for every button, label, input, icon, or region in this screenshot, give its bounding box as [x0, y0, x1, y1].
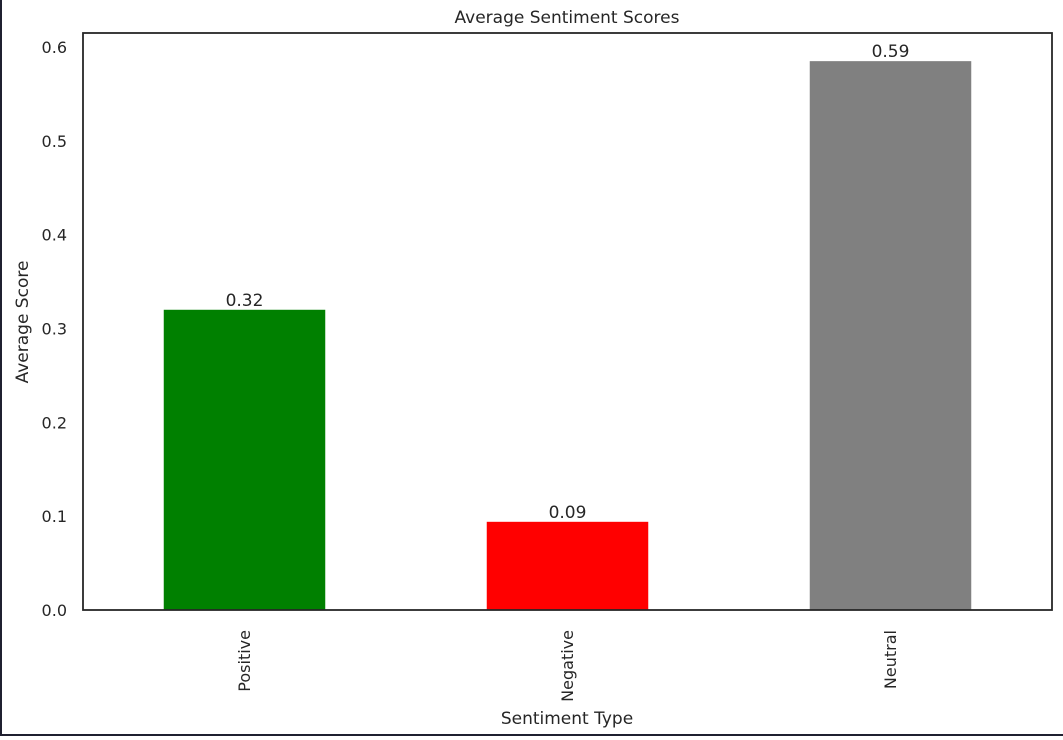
- y-tick-label: 0.0: [42, 601, 67, 620]
- y-tick-label: 0.2: [42, 413, 67, 432]
- y-tick-label: 0.6: [42, 38, 67, 57]
- x-axis-label: Sentiment Type: [501, 709, 633, 729]
- window-bottom-border: [0, 734, 1063, 736]
- bars-group: [163, 61, 972, 610]
- bar-value-label-neutral: 0.59: [872, 42, 910, 62]
- bar-value-label-negative: 0.09: [549, 503, 587, 523]
- y-tick-label: 0.1: [42, 507, 67, 526]
- y-tick-label: 0.4: [42, 226, 67, 245]
- bar-value-label-positive: 0.32: [226, 291, 264, 311]
- y-tick-label: 0.5: [42, 132, 67, 151]
- bar-neutral: [809, 61, 972, 610]
- x-tick-label-negative: Negative: [558, 630, 577, 702]
- x-tick-label-neutral: Neutral: [881, 630, 900, 689]
- chart-title: Average Sentiment Scores: [455, 8, 680, 28]
- bar-value-labels: 0.32 0.09 0.59: [226, 42, 910, 523]
- bar-negative: [486, 521, 649, 610]
- bar-positive: [163, 309, 326, 610]
- plot-area-frame: [82, 32, 1053, 611]
- y-axis-label: Average Score: [13, 261, 33, 384]
- y-axis-ticks: 0.0 0.1 0.2 0.3 0.4 0.5 0.6: [42, 38, 67, 620]
- x-tick-label-positive: Positive: [235, 630, 254, 692]
- window-left-border: [0, 0, 2, 736]
- x-axis-ticks: Positive Negative Neutral: [235, 630, 900, 702]
- y-tick-label: 0.3: [42, 320, 67, 339]
